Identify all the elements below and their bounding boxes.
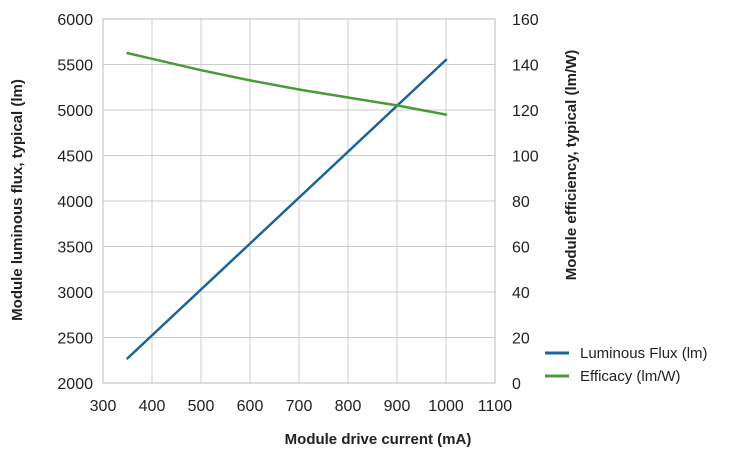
y-left-tick-label: 5500	[57, 58, 93, 75]
x-tick-labels: 300 400 500 600 700 800 900 1000 1100	[90, 398, 513, 415]
y-left-tick-label: 2000	[57, 376, 93, 393]
legend-label-efficacy: Efficacy (lm/W)	[580, 368, 681, 385]
grid-lines	[102, 18, 496, 384]
x-tick-label: 1100	[478, 398, 513, 415]
series-line-efficacy	[126, 51, 448, 116]
y-right-tick-label: 140	[512, 58, 539, 75]
y-left-tick-label: 3000	[57, 285, 93, 302]
y-left-tick-label: 4000	[57, 194, 93, 211]
y-left-axis-title: Module luminous flux, typical (lm)	[9, 79, 26, 321]
y-left-tick-label: 2500	[57, 331, 93, 348]
y-left-tick-labels: 2000 2500 3000 3500 4000 4500 5000 5500 6000	[57, 12, 93, 393]
x-tick-label: 900	[384, 398, 411, 415]
y-right-tick-label: 0	[512, 376, 521, 393]
y-right-tick-label: 40	[512, 285, 530, 302]
x-tick-label: 600	[237, 398, 264, 415]
y-left-tick-label: 6000	[57, 12, 93, 29]
y-right-tick-label: 120	[512, 103, 539, 120]
y-left-tick-label: 3500	[57, 240, 93, 257]
x-tick-label: 1000	[428, 398, 464, 415]
y-left-tick-label: 4500	[57, 149, 93, 166]
legend: Luminous Flux (lm) Efficacy (lm/W)	[545, 345, 708, 385]
y-right-tick-label: 80	[512, 194, 530, 211]
y-right-tick-label: 100	[512, 149, 539, 166]
x-axis-title: Module drive current (mA)	[285, 431, 472, 448]
x-tick-label: 800	[335, 398, 362, 415]
x-tick-label: 700	[286, 398, 313, 415]
y-left-tick-label: 5000	[57, 103, 93, 120]
series-line-luminous-flux	[126, 58, 448, 360]
x-tick-label: 500	[188, 398, 215, 415]
x-tick-label: 400	[139, 398, 166, 415]
plot-frame	[102, 18, 496, 384]
y-right-axis-title: Module efficiency, typical (lm/W)	[563, 50, 580, 281]
series-lines	[126, 51, 448, 360]
y-right-tick-label: 20	[512, 331, 530, 348]
y-right-tick-labels: 0 20 40 60 80 100 120 140 160	[512, 12, 539, 393]
legend-label-luminous-flux: Luminous Flux (lm)	[580, 345, 708, 362]
x-tick-label: 300	[90, 398, 117, 415]
y-right-tick-label: 160	[512, 12, 539, 29]
y-right-tick-label: 60	[512, 240, 530, 257]
